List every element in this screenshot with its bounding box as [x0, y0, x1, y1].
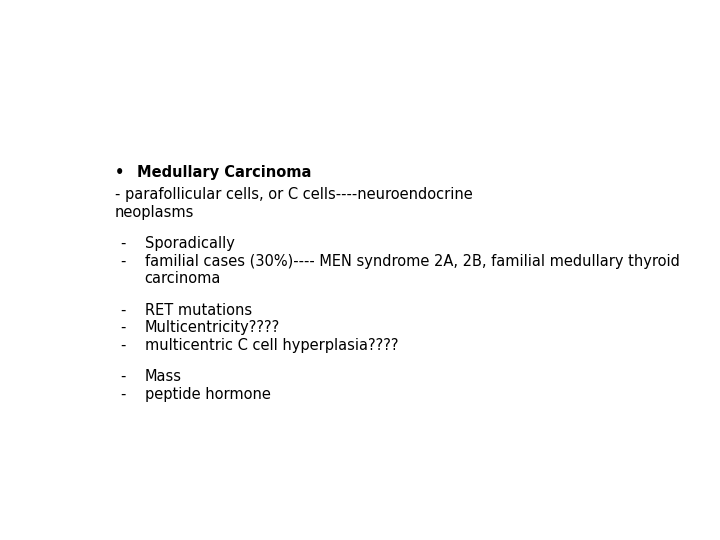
- Text: •: •: [115, 165, 125, 180]
- Text: Sporadically: Sporadically: [145, 236, 235, 251]
- Text: Mass: Mass: [145, 369, 181, 384]
- Text: -: -: [121, 254, 126, 268]
- Text: Medullary Carcinoma: Medullary Carcinoma: [138, 165, 312, 180]
- Text: -: -: [121, 236, 126, 251]
- Text: -: -: [121, 338, 126, 353]
- Text: carcinoma: carcinoma: [145, 271, 221, 286]
- Text: -: -: [121, 320, 126, 335]
- Text: peptide hormone: peptide hormone: [145, 387, 271, 402]
- Text: Multicentricity????: Multicentricity????: [145, 320, 280, 335]
- Text: neoplasms: neoplasms: [115, 205, 194, 219]
- Text: :: :: [245, 165, 250, 180]
- Text: -: -: [121, 387, 126, 402]
- Text: multicentric C cell hyperplasia????: multicentric C cell hyperplasia????: [145, 338, 398, 353]
- Text: - parafollicular cells, or C cells----neuroendocrine: - parafollicular cells, or C cells----ne…: [115, 187, 473, 202]
- Text: RET mutations: RET mutations: [145, 302, 252, 318]
- Text: -: -: [121, 369, 126, 384]
- Text: familial cases (30%)---- MEN syndrome 2A, 2B, familial medullary thyroid: familial cases (30%)---- MEN syndrome 2A…: [145, 254, 680, 268]
- Text: -: -: [121, 302, 126, 318]
